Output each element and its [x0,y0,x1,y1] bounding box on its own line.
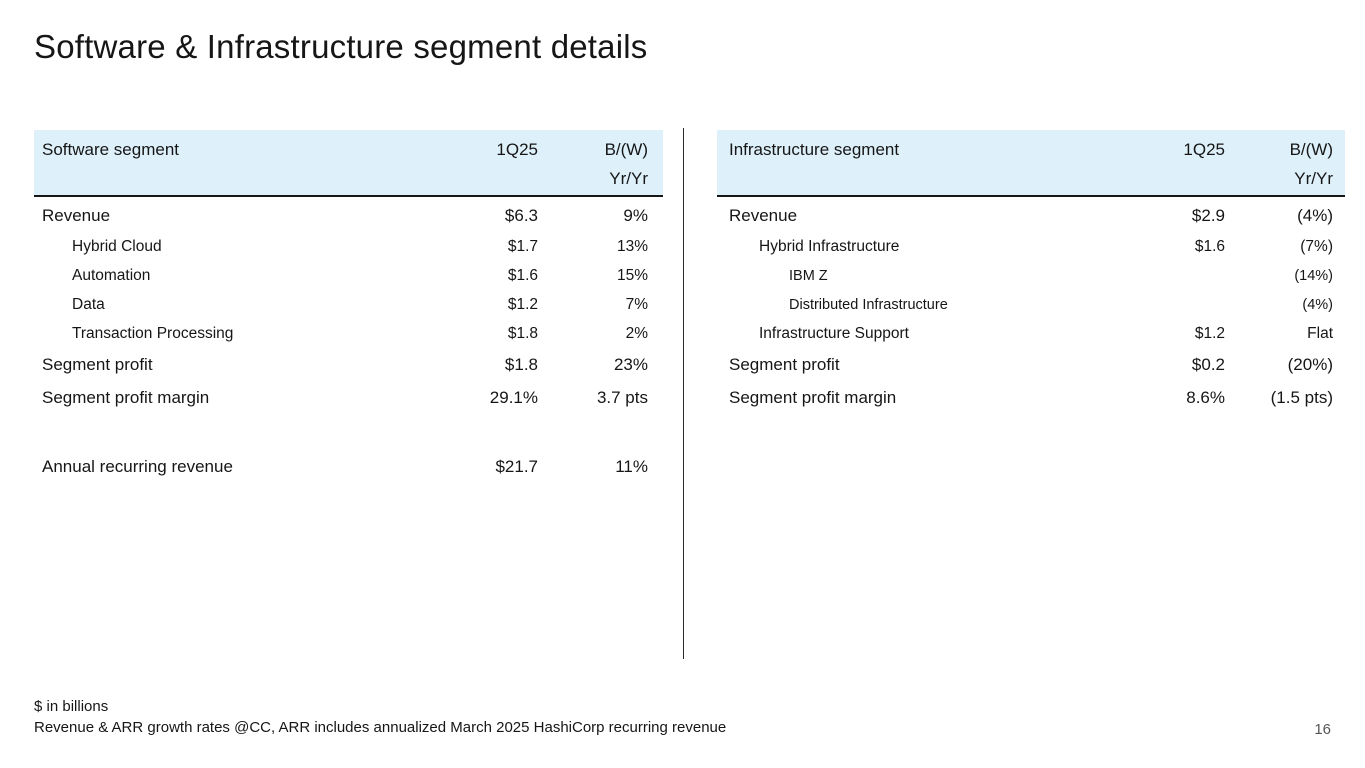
row-value-yoy: 23% [613,354,648,374]
footnote-units: $ in billions [34,698,109,715]
row-value-1q25: $21.7 [495,456,538,476]
row-label: Hybrid Cloud [72,237,162,255]
table-row: Data $1.2 7% [34,290,663,319]
column-header-1q25: 1Q25 [496,140,538,159]
row-value-1q25: $6.3 [504,205,538,225]
row-value-yoy: (20%) [1287,354,1333,374]
table-row-spacer [34,414,663,450]
software-table-header: Software segment 1Q25 B/(W) Yr/Yr [34,130,663,197]
row-value-yoy: (1.5 pts) [1270,387,1333,407]
table-row: Infrastructure Support $1.2 Flat [717,319,1345,348]
table-row: Revenue $6.3 9% [34,199,663,232]
table-row: Hybrid Cloud $1.7 13% [34,232,663,261]
page-title: Software & Infrastructure segment detail… [34,28,648,65]
row-value-yoy: 13% [616,237,648,255]
table-row: Segment profit $0.2 (20%) [717,348,1345,381]
row-value-yoy: 11% [615,456,648,476]
row-value-1q25: $1.6 [507,266,538,284]
table-row: Segment profit margin 29.1% 3.7 pts [34,381,663,414]
row-value-yoy: (4%) [1302,296,1333,313]
row-label: Segment profit margin [42,387,210,407]
row-value-yoy: Flat [1307,324,1333,342]
table-row: Annual recurring revenue $21.7 11% [34,450,663,483]
row-value-yoy: 7% [625,295,648,313]
row-label: IBM Z [789,267,828,284]
row-label: Revenue [729,205,798,225]
row-label: Distributed Infrastructure [789,296,948,313]
table-row: Transaction Processing $1.8 2% [34,319,663,348]
table-row: Automation $1.6 15% [34,261,663,290]
table-row: IBM Z (14%) [717,261,1345,290]
infrastructure-table-body: Revenue $2.9 (4%) Hybrid Infrastructure $1.6… [717,197,1345,414]
row-value-yoy: 15% [616,266,648,284]
row-value-yoy: (7%) [1300,237,1333,255]
table-row: Distributed Infrastructure (4%) [717,290,1345,319]
column-header-bw-yryr: B/(W) Yr/Yr [1289,140,1333,188]
row-label: Annual recurring revenue [42,456,233,476]
infrastructure-segment-table: Infrastructure segment 1Q25 B/(W) Yr/Yr R… [717,130,1345,414]
page-number: 16 [1314,721,1331,738]
table-header-label: Infrastructure segment [729,140,900,159]
column-header-bw-yryr: B/(W) Yr/Yr [604,140,648,188]
row-value-yoy: (4%) [1297,205,1333,225]
row-label: Infrastructure Support [759,324,909,342]
row-value-yoy: 9% [623,205,648,225]
row-label: Transaction Processing [72,324,234,342]
column-header-1q25: 1Q25 [1183,140,1225,159]
table-row: Segment profit $1.8 23% [34,348,663,381]
vertical-divider [683,128,684,659]
row-label: Automation [72,266,151,284]
row-value-1q25: $0.2 [1191,354,1225,374]
row-value-1q25: $2.9 [1191,205,1225,225]
row-value-1q25: $1.7 [507,237,538,255]
row-label: Hybrid Infrastructure [759,237,900,255]
row-label: Segment profit [729,354,840,374]
table-row: Segment profit margin 8.6% (1.5 pts) [717,381,1345,414]
row-value-yoy: (14%) [1294,267,1333,284]
row-value-1q25: $1.8 [504,354,538,374]
footnotes: $ in billions Revenue & ARR growth rates… [34,696,726,738]
row-label: Revenue [42,205,111,225]
row-value-1q25: $1.2 [507,295,538,313]
table-row: Hybrid Infrastructure $1.6 (7%) [717,232,1345,261]
software-table-body: Revenue $6.3 9% Hybrid Cloud $1.7 13% Automati… [34,197,663,483]
software-segment-table: Software segment 1Q25 B/(W) Yr/Yr Revenue… [34,130,663,483]
table-row: Revenue $2.9 (4%) [717,199,1345,232]
row-label: Segment profit margin [729,387,897,407]
row-value-yoy: 3.7 pts [596,387,648,407]
row-label: Data [72,295,105,313]
footnote-growth-basis: Revenue & ARR growth rates @CC, ARR incl… [34,719,727,736]
row-value-1q25: $1.6 [1194,237,1225,255]
infrastructure-table-header: Infrastructure segment 1Q25 B/(W) Yr/Yr [717,130,1345,197]
row-value-yoy: 2% [625,324,648,342]
row-value-1q25: 29.1% [489,387,538,407]
row-value-1q25: $1.2 [1194,324,1225,342]
row-label: Segment profit [42,354,153,374]
row-value-1q25: $1.8 [507,324,538,342]
table-header-label: Software segment [42,140,180,159]
row-value-1q25: 8.6% [1186,387,1225,407]
